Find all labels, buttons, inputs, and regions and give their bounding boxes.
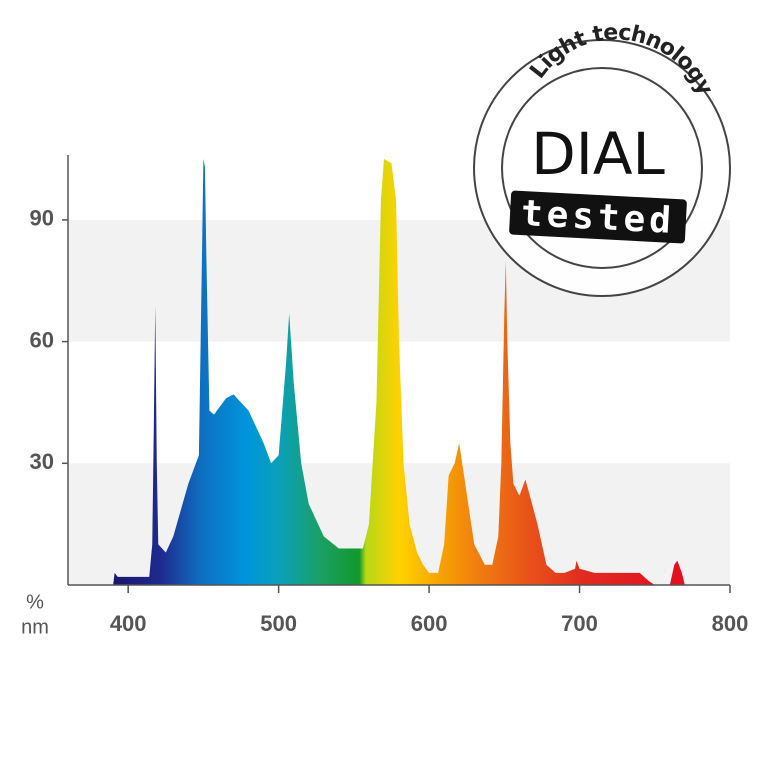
y-tick-label: 60 <box>30 327 54 352</box>
badge-inner <box>501 67 703 269</box>
badge: Light technology DIAL tested <box>473 20 731 297</box>
x-tick-label: 500 <box>260 611 297 636</box>
x-tick-label: 800 <box>712 611 749 636</box>
x-unit: nm <box>21 616 49 638</box>
y-tick-label: 90 <box>30 206 54 231</box>
x-tick-label: 400 <box>110 611 147 636</box>
badge-stamp-box <box>509 190 687 244</box>
badge-logo: DIAL <box>531 120 665 188</box>
x-tick-label: 600 <box>411 611 448 636</box>
x-tick-label: 700 <box>561 611 598 636</box>
spectrum-area <box>113 159 685 585</box>
y-tick-label: 30 <box>30 449 54 474</box>
y-unit: % <box>26 591 44 613</box>
badge-stamp: tested <box>520 193 676 242</box>
